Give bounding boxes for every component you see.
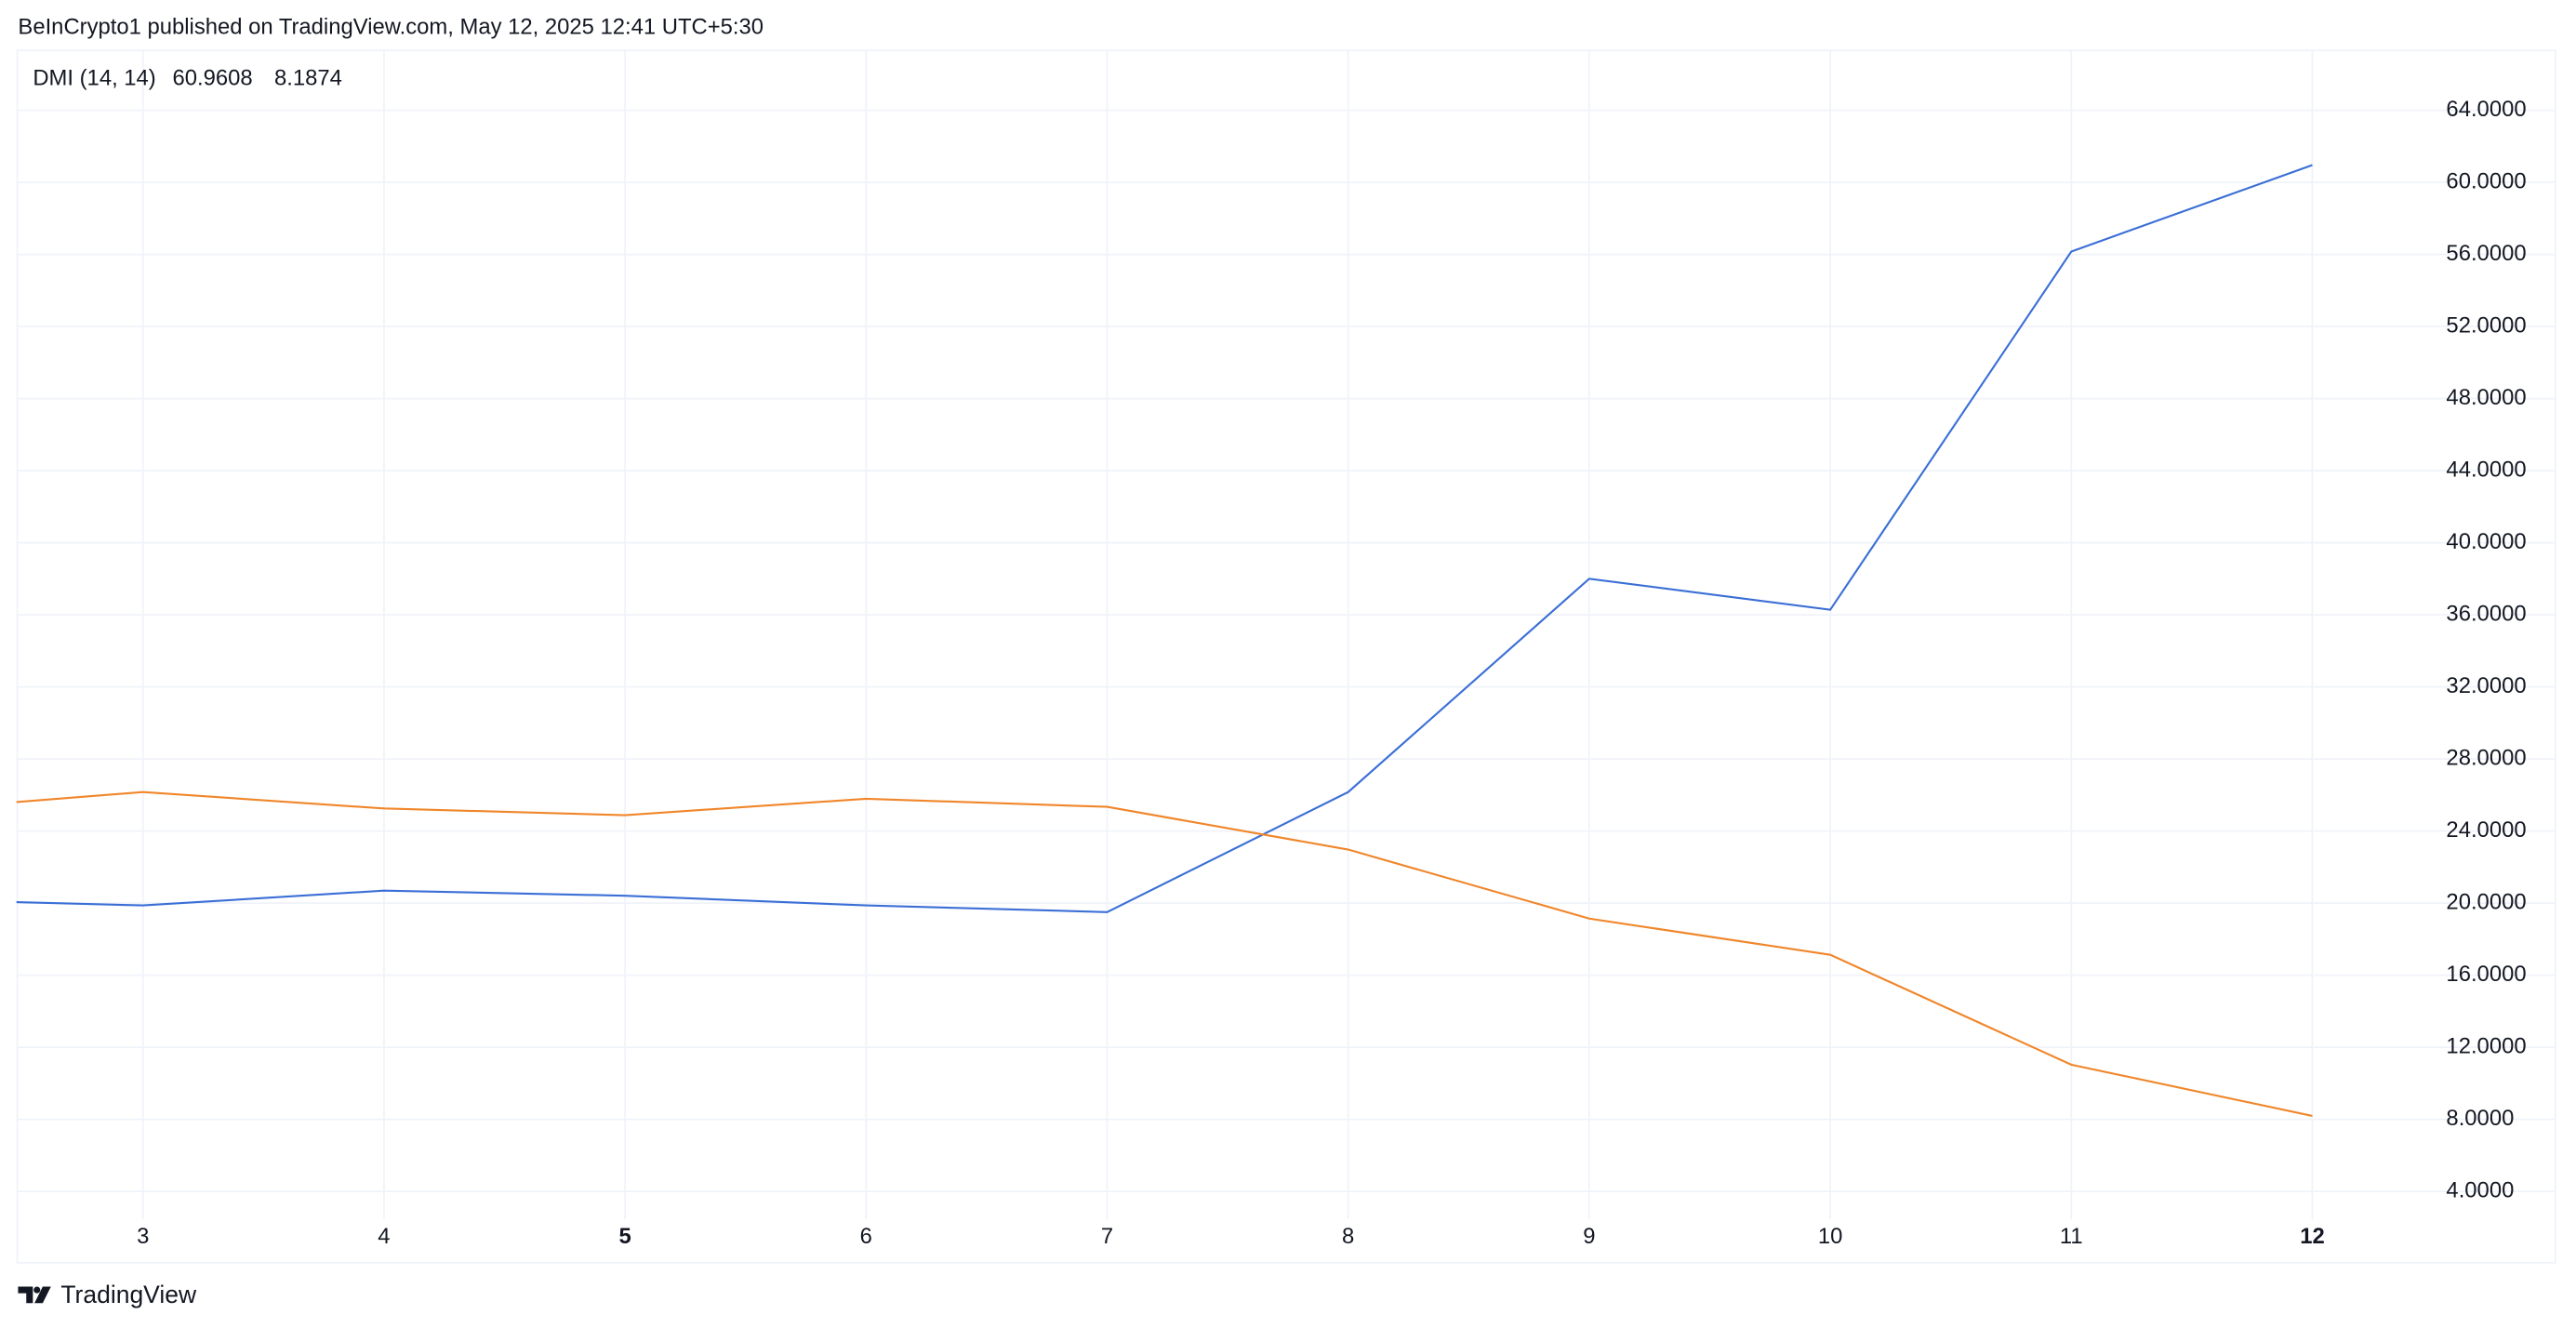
y-tick-label: 60.0000 bbox=[2446, 168, 2526, 193]
y-tick-label: 12.0000 bbox=[2446, 1033, 2526, 1058]
plot bbox=[16, 164, 2313, 1117]
y-tick-label: 48.0000 bbox=[2446, 385, 2526, 410]
x-tick-label: 10 bbox=[1818, 1224, 1843, 1249]
publish-header: BeInCrypto1 published on TradingView.com… bbox=[18, 15, 764, 40]
legend: DMI (14, 14) 60.9608 8.1874 bbox=[33, 65, 342, 90]
y-tick-label: 8.0000 bbox=[2446, 1106, 2514, 1131]
logo-dot bbox=[33, 1286, 41, 1294]
x-tick-label: 6 bbox=[860, 1224, 872, 1249]
x-tick-label: 3 bbox=[137, 1224, 149, 1249]
grid: 4.0000 8.0000 12.0000 16.0000 20.0000 24.0000… bbox=[16, 49, 2556, 1249]
x-tick-label: 5 bbox=[618, 1224, 631, 1249]
y-tick-label: 32.0000 bbox=[2446, 673, 2526, 698]
series-line bbox=[16, 164, 2313, 913]
logo-icon bbox=[18, 1286, 51, 1304]
y-tick-label: 28.0000 bbox=[2446, 745, 2526, 770]
tradingview-logo bbox=[18, 1286, 51, 1304]
y-tick-label: 4.0000 bbox=[2446, 1177, 2514, 1202]
legend-value: 60.9608 bbox=[172, 65, 252, 90]
y-tick-label: 44.0000 bbox=[2446, 457, 2526, 482]
y-tick-label: 16.0000 bbox=[2446, 962, 2526, 987]
x-tick-label: 8 bbox=[1342, 1224, 1354, 1249]
y-tick-label: 24.0000 bbox=[2446, 817, 2526, 843]
x-tick-label: 11 bbox=[2060, 1224, 2083, 1249]
legend-value: 8.1874 bbox=[274, 65, 342, 90]
y-tick-label: 52.0000 bbox=[2446, 312, 2526, 338]
x-tick-label: 4 bbox=[378, 1224, 390, 1249]
x-tick-label: 12 bbox=[2300, 1224, 2325, 1249]
y-tick-label: 56.0000 bbox=[2446, 241, 2526, 266]
x-tick-label: 9 bbox=[1583, 1224, 1595, 1249]
chart-frame bbox=[16, 49, 2556, 1264]
y-tick-label: 40.0000 bbox=[2446, 529, 2526, 554]
y-tick-label: 36.0000 bbox=[2446, 601, 2526, 626]
footer-brand: TradingView bbox=[60, 1281, 197, 1308]
x-tick-label: 7 bbox=[1101, 1224, 1113, 1249]
y-tick-label: 64.0000 bbox=[2446, 97, 2526, 122]
y-tick-label: 20.0000 bbox=[2446, 889, 2526, 914]
indicator-label: DMI (14, 14) bbox=[33, 65, 155, 90]
series-line bbox=[16, 790, 2313, 1117]
